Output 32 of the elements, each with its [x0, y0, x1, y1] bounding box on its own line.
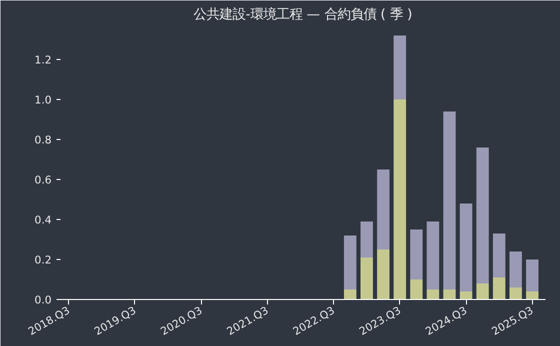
bar [344, 236, 356, 290]
y-tick-label: 1.0 [34, 94, 52, 106]
bar [426, 222, 440, 290]
bar [526, 260, 538, 292]
bar [476, 284, 489, 300]
bar [509, 252, 522, 288]
y-tick-label: 0.6 [34, 174, 52, 186]
bar [377, 170, 390, 250]
chart-title: 公共建設-環境工程 — 合約負債 ( 季 ) [194, 6, 412, 22]
y-tick-label: 0.0 [34, 294, 52, 306]
y-tick-label: 0.8 [34, 134, 52, 146]
bar [443, 112, 456, 290]
bar [426, 290, 440, 300]
bar [443, 290, 456, 300]
y-tick-label: 0.2 [34, 254, 52, 266]
bar [410, 230, 423, 280]
bar [360, 222, 373, 258]
bar [509, 288, 522, 300]
y-tick-label: 0.4 [34, 214, 52, 226]
bar [492, 278, 506, 300]
bar [394, 36, 406, 100]
bar [476, 148, 489, 284]
bar [377, 250, 390, 300]
bar [410, 280, 423, 300]
bar [526, 292, 538, 300]
bar [360, 258, 373, 300]
bar [460, 204, 472, 292]
bar [492, 234, 506, 278]
bar [460, 292, 472, 300]
bar [394, 100, 406, 300]
bar [344, 290, 356, 300]
y-tick-label: 1.2 [34, 54, 52, 66]
